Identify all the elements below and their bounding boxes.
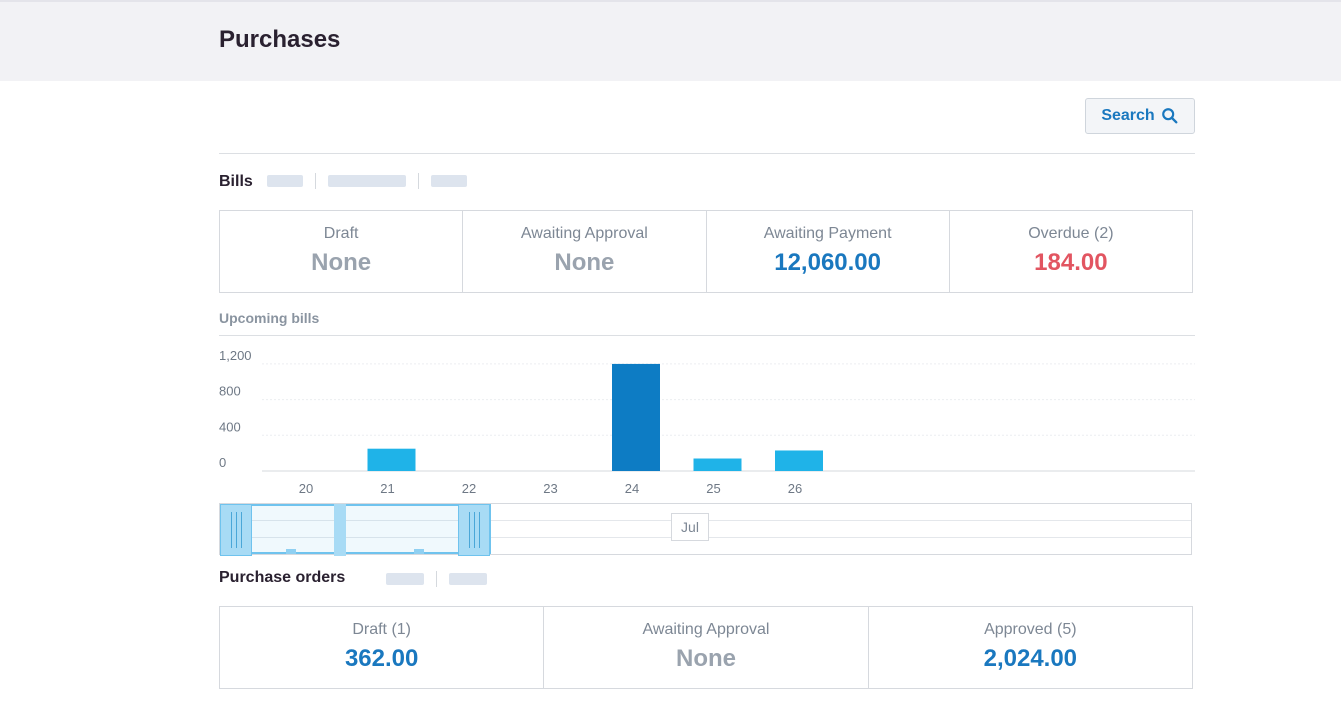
tab-separator <box>436 571 437 587</box>
po-awaiting-approval-card[interactable]: Awaiting Approval None <box>544 607 869 688</box>
bills-summary: Draft None Awaiting Approval None Awaiti… <box>219 210 1193 293</box>
bills-tabs <box>267 173 467 189</box>
page-header: Purchases <box>0 0 1341 81</box>
chart-x-tick-label: 20 <box>299 481 313 496</box>
stat-value: 2,024.00 <box>983 645 1078 672</box>
purchase-orders-summary: Draft (1) 362.00 Awaiting Approval None … <box>219 606 1193 689</box>
upcoming-bills-chart: 0 400 800 1,200 20 21 22 23 24 25 26 <box>219 348 1195 496</box>
stat-label: Draft (1) <box>352 621 411 638</box>
divider <box>219 335 1195 336</box>
purchase-orders-title: Purchase orders <box>219 569 346 586</box>
stat-value: None <box>675 645 736 672</box>
stat-label: Awaiting Approval <box>520 225 648 242</box>
stat-label: Awaiting Approval <box>642 621 770 638</box>
chart-y-tick-label: 800 <box>219 384 241 399</box>
page-title: Purchases <box>219 26 341 53</box>
bills-overdue-card[interactable]: Overdue (2) 184.00 <box>950 211 1192 292</box>
navigator-month-label: Jul <box>671 513 709 541</box>
search-button[interactable]: Search <box>1085 98 1195 134</box>
navigator-left-handle[interactable] <box>220 504 252 556</box>
chart-bar <box>612 363 660 471</box>
tab-separator <box>418 173 419 189</box>
navigator-right-handle[interactable] <box>458 504 490 556</box>
chart-bar <box>367 448 416 471</box>
chart-y-tick-label: 0 <box>219 455 226 470</box>
stat-label: Approved (5) <box>984 621 1077 638</box>
chart-x-tick-label: 26 <box>788 481 802 496</box>
purchase-orders-tabs <box>386 571 487 587</box>
stat-value: 362.00 <box>344 645 419 672</box>
navigator-mini-bar <box>414 549 424 554</box>
upcoming-bills-title: Upcoming bills <box>219 310 320 326</box>
bills-draft-card[interactable]: Draft None <box>220 211 464 292</box>
search-button-label: Search <box>1101 107 1155 124</box>
stat-value: 12,060.00 <box>774 249 882 276</box>
chart-x-tick-label: 25 <box>706 481 720 496</box>
navigator-mini-bar <box>286 549 296 554</box>
stat-label: Overdue (2) <box>1028 225 1114 242</box>
chart-bar <box>775 450 823 471</box>
chart-x-tick-label: 22 <box>462 481 476 496</box>
chart-y-tick-label: 1,200 <box>219 348 252 363</box>
bills-tab-3[interactable] <box>431 175 467 187</box>
chart-y-tick-label: 400 <box>219 419 241 434</box>
chart-x-tick-label: 21 <box>380 481 394 496</box>
chart-x-tick-label: 24 <box>625 481 639 496</box>
divider <box>219 153 1195 154</box>
bills-title: Bills <box>219 173 253 190</box>
stat-value: None <box>554 249 615 276</box>
stat-label: Draft <box>323 225 359 242</box>
purchase-orders-tab-2[interactable] <box>449 573 487 585</box>
navigator-window[interactable] <box>220 504 491 556</box>
bills-awaiting-approval-card[interactable]: Awaiting Approval None <box>463 211 707 292</box>
bills-tab-1[interactable] <box>267 175 303 187</box>
bills-awaiting-payment-card[interactable]: Awaiting Payment 12,060.00 <box>707 211 950 292</box>
stat-value: 184.00 <box>1034 249 1108 276</box>
navigator-selection-marker <box>334 504 346 556</box>
po-approved-card[interactable]: Approved (5) 2,024.00 <box>869 607 1192 688</box>
chart-x-tick-label: 23 <box>543 481 557 496</box>
po-draft-card[interactable]: Draft (1) 362.00 <box>220 607 545 688</box>
stat-value: None <box>311 249 372 276</box>
search-icon <box>1161 108 1178 124</box>
purchase-orders-tab-1[interactable] <box>386 573 424 585</box>
chart-bar <box>693 458 742 471</box>
stat-label: Awaiting Payment <box>763 225 892 242</box>
tab-separator <box>315 173 316 189</box>
bills-tab-2[interactable] <box>328 175 406 187</box>
